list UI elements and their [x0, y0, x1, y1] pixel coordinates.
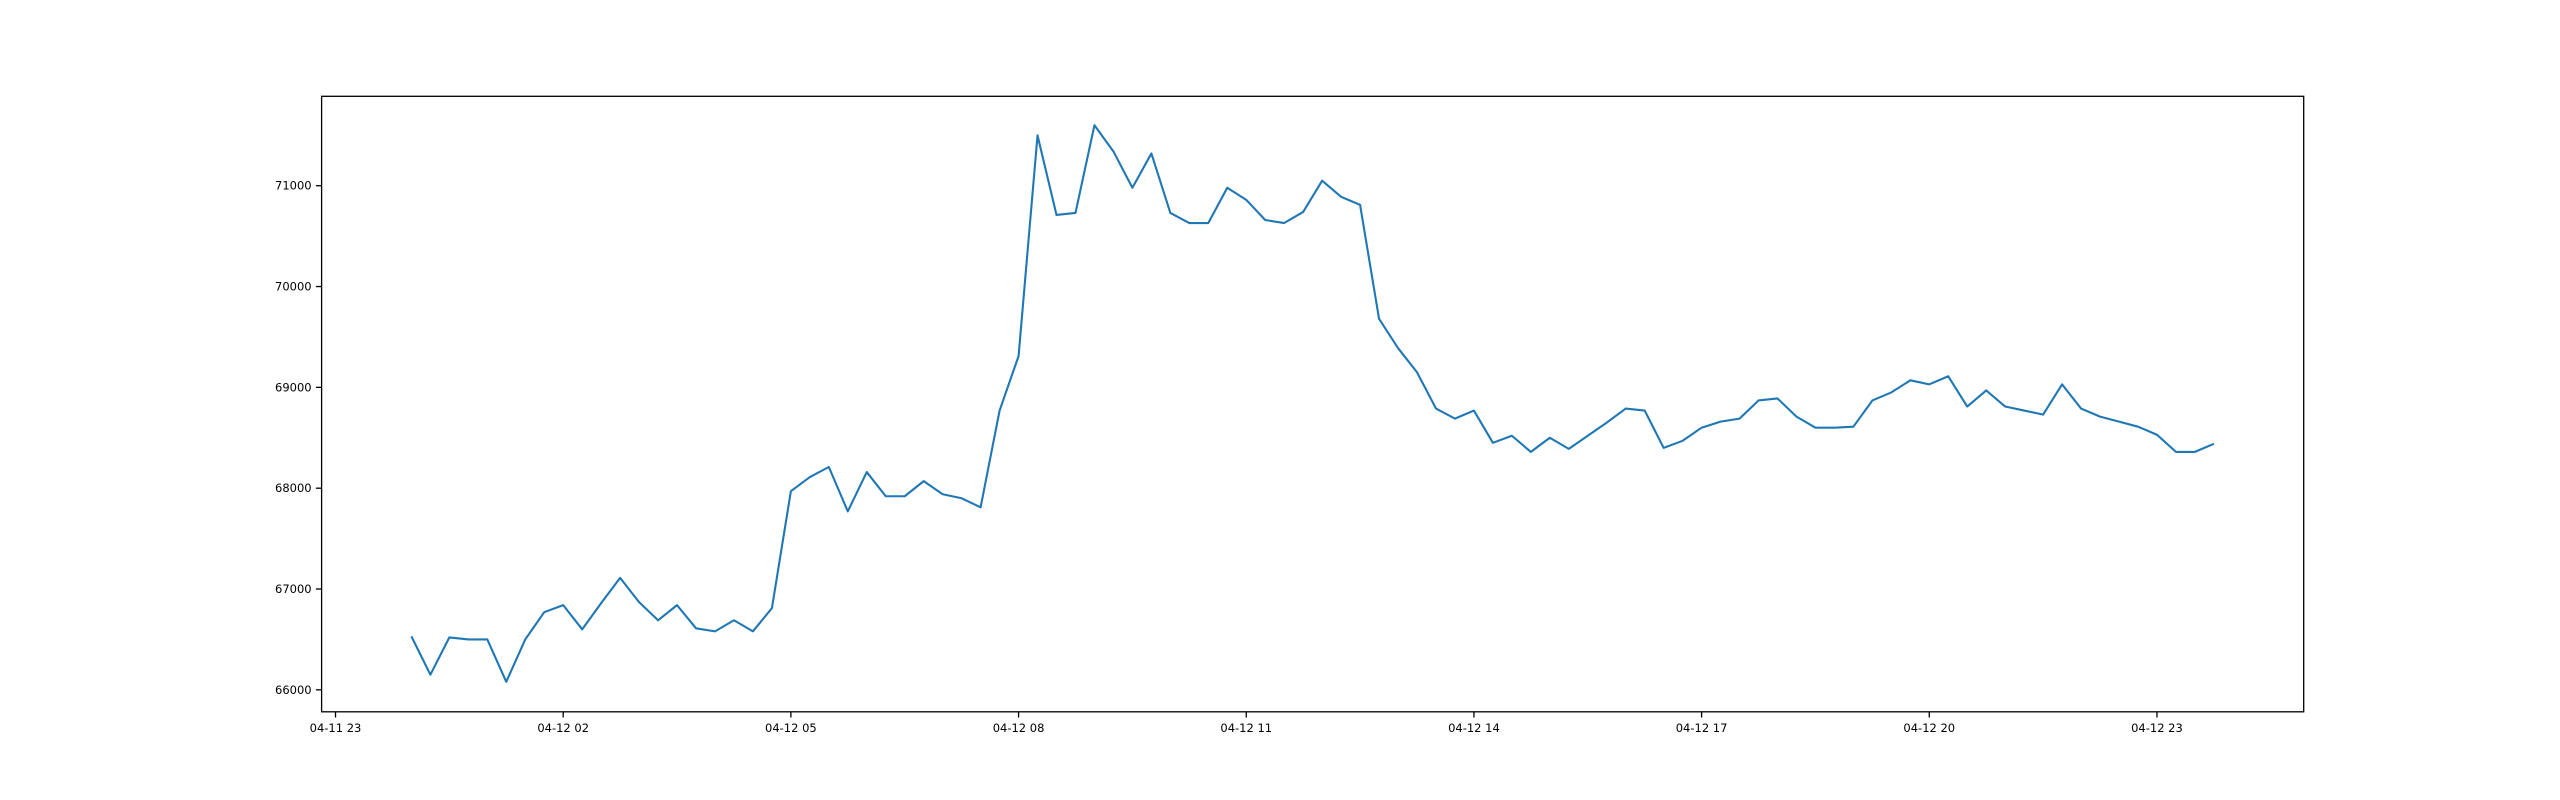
x-tick-label: 04-12 11: [1220, 721, 1272, 735]
x-tick-label: 04-12 17: [1676, 721, 1728, 735]
y-tick-label: 66000: [275, 683, 312, 697]
y-tick-label: 69000: [275, 380, 312, 394]
price-line: [410, 124, 2215, 683]
y-tick-label: 68000: [275, 481, 312, 495]
x-tick-label: 04-12 08: [993, 721, 1045, 735]
x-tick-label: 04-12 05: [765, 721, 817, 735]
y-tick-label: 70000: [275, 280, 312, 294]
y-tick-label: 67000: [275, 582, 312, 596]
y-tick-label: 71000: [275, 179, 312, 193]
x-tick-label: 04-12 20: [1903, 721, 1955, 735]
x-tick-label: 04-11 23: [310, 721, 362, 735]
x-tick-label: 04-12 23: [2131, 721, 2183, 735]
x-tick-label: 04-12 14: [1448, 721, 1500, 735]
plot-frame: [320, 95, 2305, 713]
x-tick-label: 04-12 02: [537, 721, 589, 735]
